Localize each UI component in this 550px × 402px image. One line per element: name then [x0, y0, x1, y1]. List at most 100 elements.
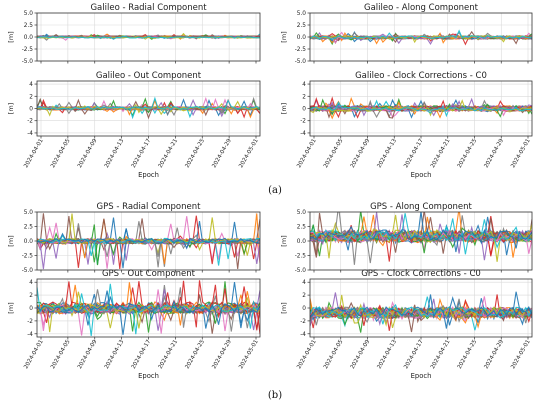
chart-title: Galileo - Clock Corrections - C0 [355, 71, 487, 81]
x-tick-label: 2024-05-01 [510, 339, 532, 371]
x-tick-label: 2024-04-13 [377, 339, 399, 371]
x-tick-label: 2024-04-05 [323, 138, 345, 170]
chart-panel: Galileo - Out Component 4 2 0 -2 -4 [m] 2024-04… [7, 71, 260, 179]
x-axis-label: Epoch [138, 171, 159, 179]
y-tick-label: 4 [302, 280, 306, 286]
x-tick-label: 2024-04-17 [131, 339, 153, 371]
y-axis-label: [m] [7, 235, 15, 246]
y-tick-label: 5.0 [297, 11, 307, 17]
y-tick-label: -2.5 [295, 254, 307, 260]
x-tick-label: 2024-04-01 [23, 138, 45, 170]
x-tick-label: 2024-04-17 [403, 138, 425, 170]
y-tick-label: -2 [300, 319, 306, 325]
x-tick-label: 2024-04-01 [23, 339, 45, 371]
x-tick-label: 2024-04-13 [377, 138, 399, 170]
chart-title: Galileo - Along Component [364, 3, 479, 13]
y-tick-label: 0.0 [24, 239, 34, 245]
x-tick-label: 2024-04-17 [403, 339, 425, 371]
y-tick-label: 5.0 [24, 210, 34, 216]
y-tick-label: 4 [302, 82, 306, 88]
y-tick-label: 2.5 [24, 225, 34, 231]
y-axis-label: [m] [7, 31, 15, 42]
y-tick-label: -2.5 [22, 254, 34, 260]
y-tick-label: -2.5 [295, 47, 307, 53]
y-axis-label: [m] [280, 31, 288, 42]
x-tick-label: 2024-04-09 [350, 138, 372, 170]
x-axis-label: Epoch [411, 171, 432, 179]
y-tick-label: -2 [27, 319, 33, 325]
y-axis-label: [m] [7, 302, 15, 313]
y-tick-label: 0.0 [24, 35, 34, 41]
x-tick-label: 2024-04-13 [104, 138, 126, 170]
y-tick-label: -4 [300, 332, 306, 338]
chart-title: GPS - Along Component [370, 202, 472, 212]
y-tick-label: -2 [27, 119, 33, 125]
y-tick-label: -5.0 [22, 268, 34, 274]
x-axis-label: Epoch [411, 372, 432, 380]
chart-title: GPS - Out Component [102, 269, 196, 279]
y-tick-label: 2.5 [297, 225, 307, 231]
chart-panel: GPS - Along Component 5.0 2.5 0.0 -2.5 -5.0 [m… [280, 202, 532, 274]
y-tick-label: -5.0 [295, 268, 307, 274]
y-tick-label: 2 [302, 293, 306, 299]
y-tick-label: -4 [27, 332, 33, 338]
chart-title: Galileo - Radial Component [90, 3, 207, 13]
y-tick-label: 2.5 [24, 23, 34, 29]
y-tick-label: 5.0 [24, 11, 34, 17]
x-axis-label: Epoch [138, 372, 159, 380]
x-tick-label: 2024-04-29 [484, 138, 506, 170]
y-tick-label: 4 [29, 280, 33, 286]
y-axis-label: [m] [7, 103, 15, 114]
chart-panel: GPS - Radial Component 5.0 2.5 0.0 -2.5 -5.0 [… [7, 202, 260, 274]
chart-panel: Galileo - Along Component 5.0 2.5 0.0 -2.5 -5… [280, 3, 532, 65]
chart-panel: Galileo - Radial Component 5.0 2.5 0.0 -2.5 -… [7, 3, 260, 65]
y-tick-label: -5.0 [22, 59, 34, 65]
y-tick-label: 0 [302, 107, 306, 113]
y-tick-label: -2.5 [22, 47, 34, 53]
x-tick-label: 2024-04-01 [296, 138, 318, 170]
x-tick-label: 2024-05-01 [510, 138, 532, 170]
x-tick-label: 2024-04-29 [211, 138, 233, 170]
y-tick-label: 2.5 [297, 23, 307, 29]
x-tick-label: 2024-04-05 [50, 339, 72, 371]
y-tick-label: 2 [29, 293, 33, 299]
x-tick-label: 2024-04-21 [158, 138, 180, 170]
x-tick-label: 2024-04-13 [104, 339, 126, 371]
x-tick-label: 2024-04-29 [484, 339, 506, 371]
y-tick-label: 2 [302, 94, 306, 100]
y-tick-label: 2 [29, 94, 33, 100]
x-tick-label: 2024-04-21 [430, 339, 452, 371]
y-tick-label: 5.0 [297, 210, 307, 216]
y-tick-label: -4 [27, 131, 33, 137]
chart-title: GPS - Clock Corrections - C0 [361, 269, 481, 279]
y-tick-label: 0 [29, 107, 33, 113]
y-axis-label: [m] [280, 103, 288, 114]
y-tick-label: 0 [302, 306, 306, 312]
y-axis-label: [m] [280, 302, 288, 313]
x-tick-label: 2024-04-01 [296, 339, 318, 371]
chart-panel: Galileo - Clock Corrections - C0 4 2 0 -2 -4 [… [280, 71, 532, 179]
x-tick-label: 2024-05-01 [238, 339, 260, 371]
x-tick-label: 2024-04-17 [131, 138, 153, 170]
x-tick-label: 2024-04-25 [457, 339, 479, 371]
x-tick-label: 2024-04-21 [430, 138, 452, 170]
x-tick-label: 2024-04-09 [77, 339, 99, 371]
x-tick-label: 2024-04-25 [185, 138, 207, 170]
caption-a: (a) [268, 185, 282, 196]
chart-title: Galileo - Out Component [96, 71, 202, 81]
x-tick-label: 2024-04-09 [77, 138, 99, 170]
y-tick-label: 4 [29, 82, 33, 88]
x-tick-label: 2024-04-25 [185, 339, 207, 371]
x-tick-label: 2024-04-21 [158, 339, 180, 371]
y-tick-label: -2 [300, 119, 306, 125]
y-tick-label: 0.0 [297, 35, 307, 41]
caption-b: (b) [268, 390, 282, 401]
y-tick-label: -4 [300, 131, 306, 137]
x-tick-label: 2024-04-09 [350, 339, 372, 371]
x-tick-label: 2024-04-05 [50, 138, 72, 170]
y-axis-label: [m] [280, 235, 288, 246]
x-tick-label: 2024-04-29 [211, 339, 233, 371]
chart-title: GPS - Radial Component [97, 202, 202, 212]
x-tick-label: 2024-05-01 [238, 138, 260, 170]
